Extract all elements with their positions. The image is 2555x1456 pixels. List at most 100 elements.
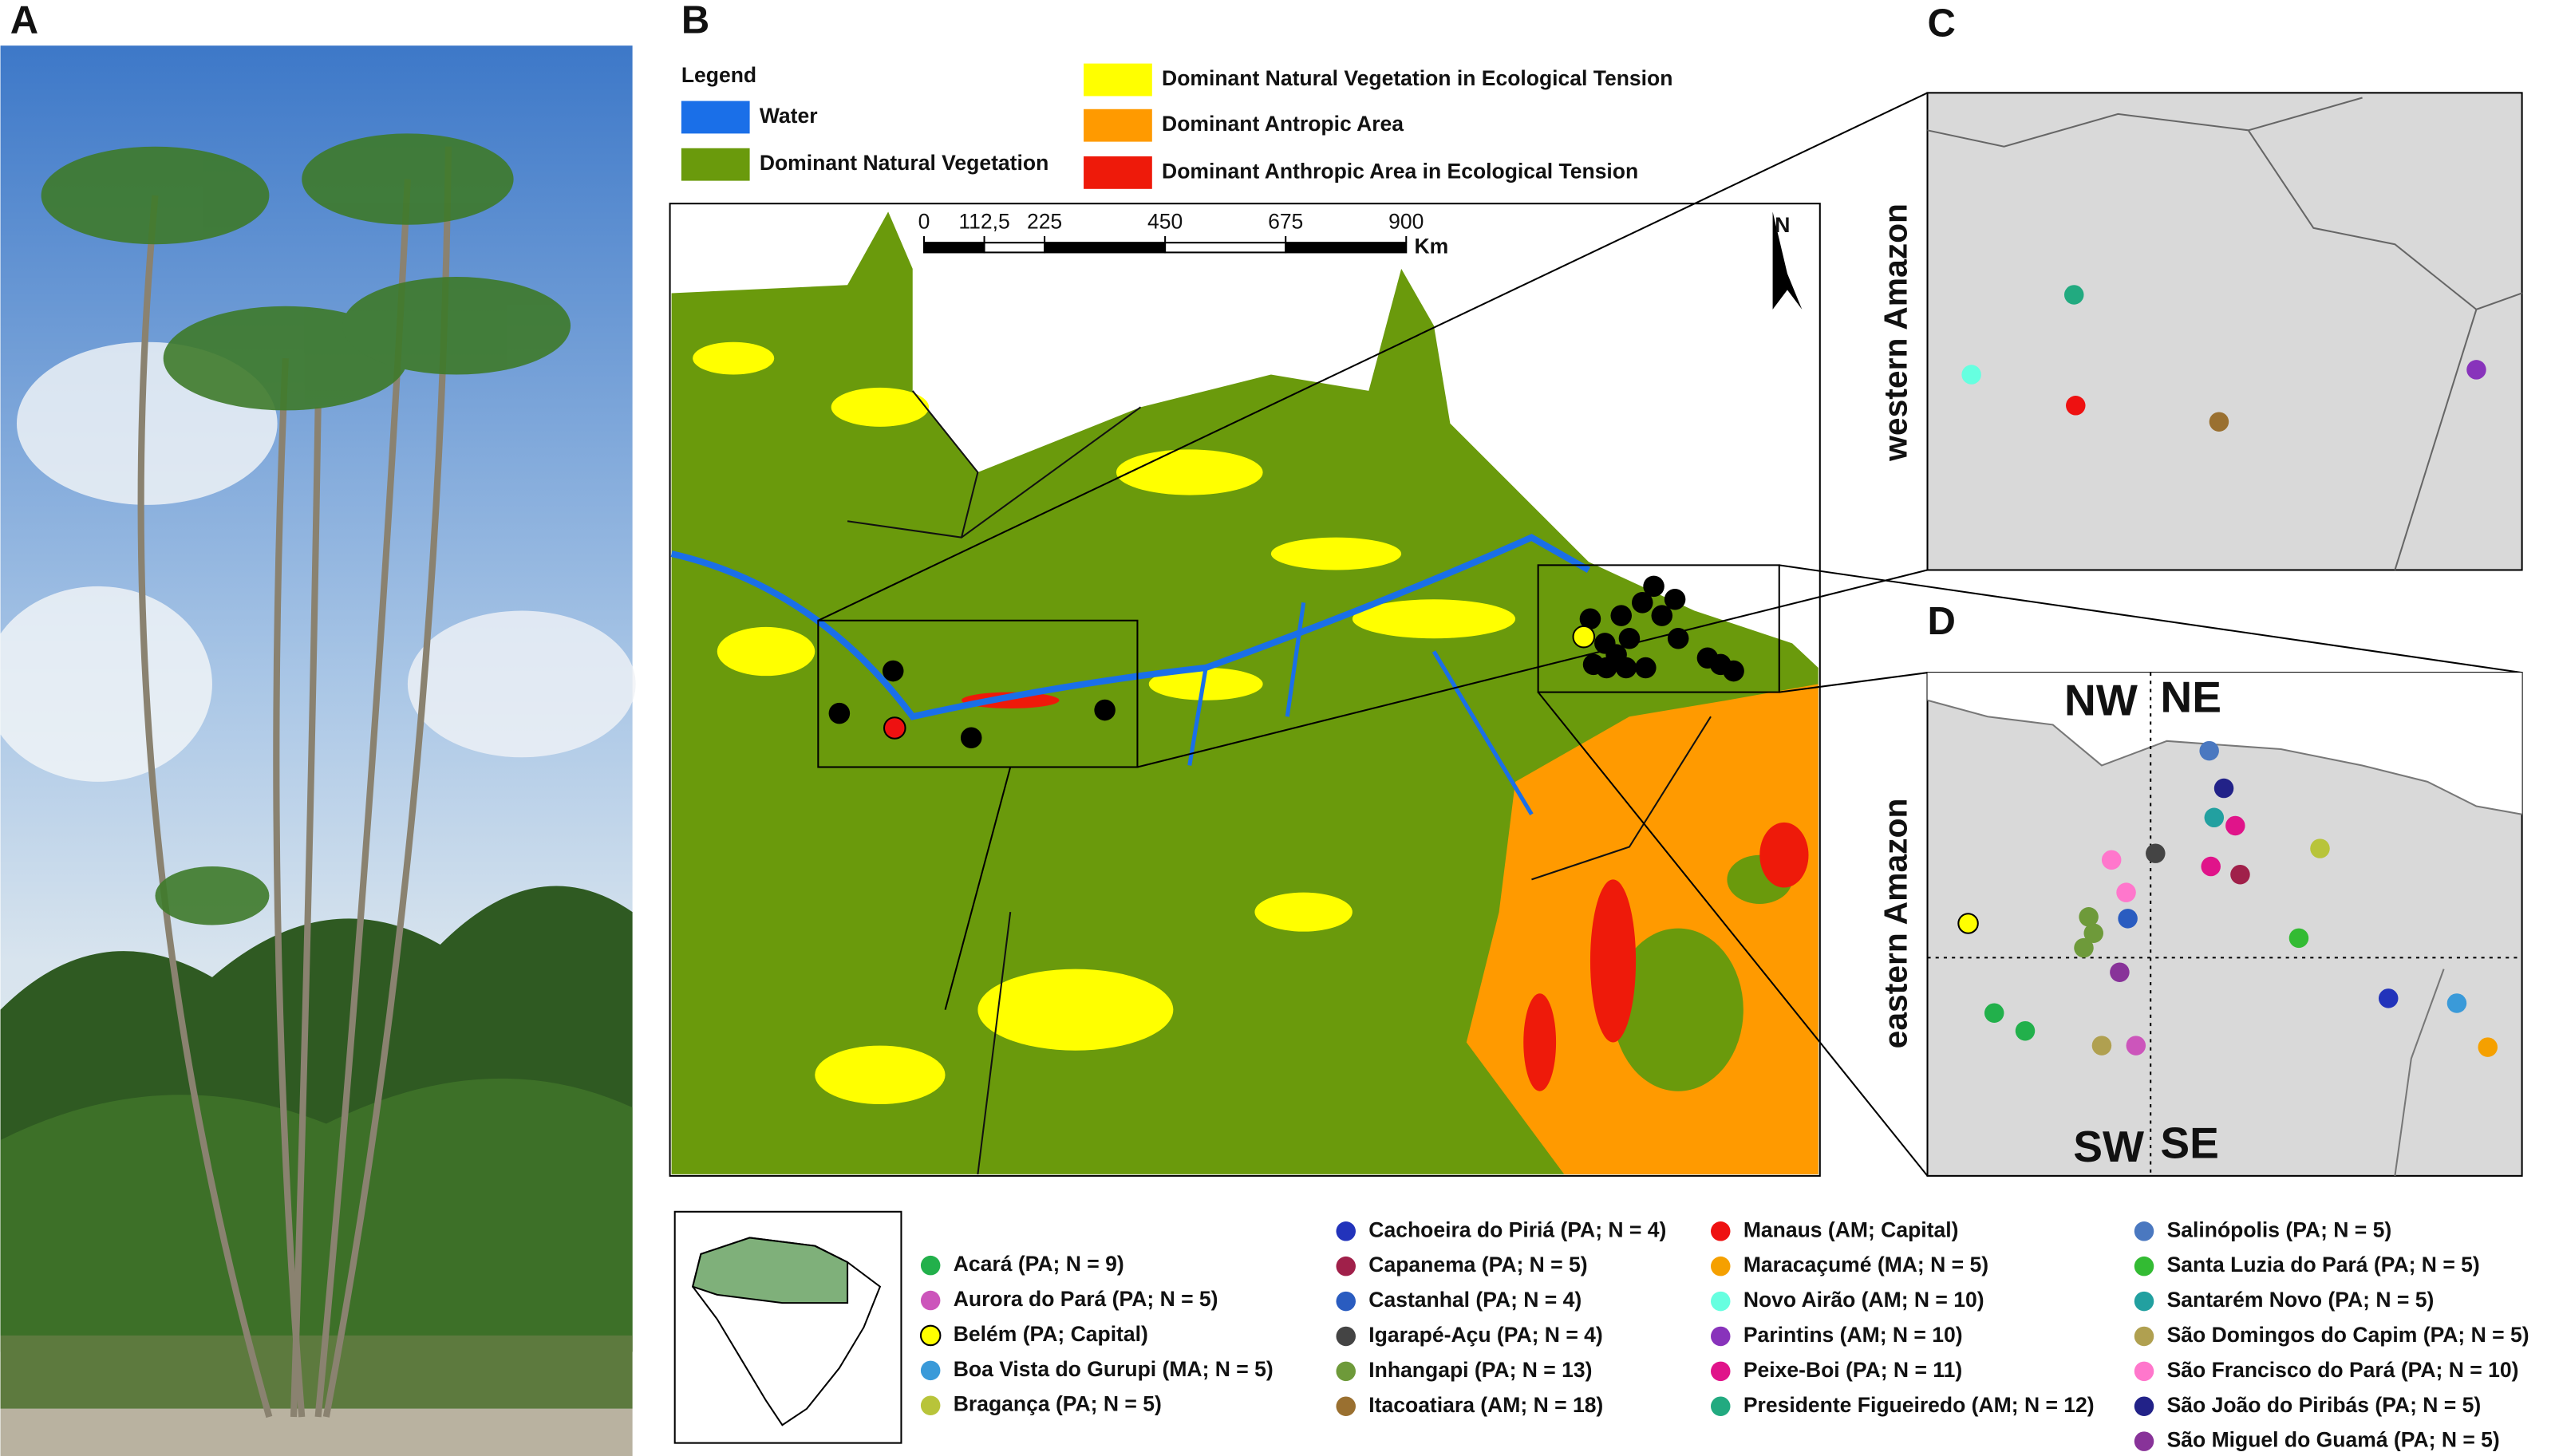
quadrant-label: SW: [2073, 1122, 2144, 1171]
panel-label: A: [10, 0, 38, 42]
panel-label: C: [1928, 2, 1956, 45]
site-swatch: [2134, 1221, 2154, 1241]
site-swatch: [1711, 1256, 1731, 1276]
legend-label: Dominant Natural Vegetation: [760, 151, 1048, 175]
site-dot: [2101, 850, 2122, 870]
site-dot: [2015, 1020, 2036, 1041]
site-dot: [2110, 962, 2130, 982]
site-label: Itacoatiara (AM; N = 18): [1368, 1393, 1603, 1417]
scale-label: 450: [1147, 210, 1183, 234]
site-swatch: [1711, 1221, 1731, 1241]
site-legend: Acará (PA; N = 9) Aurora do Pará (PA; N =…: [919, 1217, 2529, 1452]
site-dot: [2083, 923, 2103, 943]
site-dot: [882, 660, 904, 682]
site-dot: [2310, 838, 2330, 858]
site-dot: [2213, 778, 2234, 799]
site-label: Boa Vista do Gurupi (MA; N = 5): [954, 1357, 1274, 1381]
site-swatch: [1336, 1396, 1356, 1416]
site-label: Santarém Novo (PA; N = 5): [2167, 1288, 2435, 1312]
site-label: Presidente Figueiredo (AM; N = 12): [1743, 1393, 2095, 1417]
site-swatch: [2134, 1361, 2154, 1382]
site-label: Parintins (AM; N = 10): [1743, 1323, 1963, 1347]
site-dot: [1579, 608, 1601, 629]
site-dot: [2288, 928, 2309, 949]
site-label: Acará (PA; N = 9): [954, 1252, 1124, 1276]
legend-swatch: [1084, 156, 1152, 189]
site-dot: [1957, 913, 1979, 934]
site-label: Santa Luzia do Pará (PA; N = 5): [2167, 1253, 2480, 1276]
site-swatch: [920, 1255, 941, 1276]
legend-swatch: [681, 148, 750, 181]
site-dot: [1094, 699, 1116, 721]
site-dot: [2204, 807, 2225, 828]
site-dot: [1632, 592, 1653, 614]
panel-label: D: [1928, 600, 1956, 643]
panel-c-map: [1926, 92, 2523, 571]
site-dot: [828, 702, 851, 724]
legend-swatch: [681, 101, 750, 134]
zoom-lines: [817, 92, 2522, 1177]
photo: [0, 45, 636, 1456]
scale-segment: [1044, 242, 1167, 254]
site-label: Inhangapi (PA; N = 13): [1368, 1358, 1592, 1382]
site-swatch: [1711, 1291, 1731, 1312]
site-swatch: [2134, 1256, 2154, 1276]
panel-label: B: [681, 0, 709, 42]
site-label: Aurora do Pará (PA; N = 5): [954, 1287, 1218, 1311]
site-dot: [1664, 588, 1686, 610]
site-swatch: [2134, 1291, 2154, 1312]
site-label: Maracaçumé (MA; N = 5): [1743, 1253, 1988, 1276]
panel-d-label: eastern Amazon: [1878, 799, 1914, 1049]
quadrant-label: NW: [2064, 675, 2138, 724]
site-swatch: [1711, 1326, 1731, 1347]
site-dot: [2230, 864, 2250, 885]
site-dot: [2146, 843, 2166, 863]
site-swatch: [920, 1395, 941, 1415]
site-dot: [1984, 1003, 2004, 1023]
site-dot: [1643, 575, 1665, 598]
site-dot: [2478, 1037, 2498, 1057]
scale-segment: [922, 242, 985, 254]
map-legend: Water Dominant Natural Vegetation Dominant…: [681, 63, 1672, 189]
scale-label: 0: [918, 210, 930, 234]
site-dot: [2126, 1036, 2146, 1056]
legend-title: Legend: [681, 63, 756, 87]
site-dot: [1572, 625, 1596, 649]
site-label: Bragança (PA; N = 5): [954, 1392, 1162, 1416]
site-dot: [2466, 360, 2486, 380]
site-swatch: [2134, 1431, 2154, 1451]
locator-map: [673, 1210, 902, 1444]
site-label: São Miguel do Guamá (PA; N = 5): [2167, 1428, 2500, 1452]
scale-unit: Km: [1414, 234, 1448, 258]
site-dot: [2225, 815, 2245, 836]
site-label: Novo Airão (AM; N = 10): [1743, 1288, 1984, 1312]
site-label: Peixe-Boi (PA; N = 11): [1743, 1358, 1962, 1382]
scale-label: 112,5: [958, 210, 1009, 234]
site-dot: [2378, 988, 2399, 1008]
legend-label: Dominant Antropic Area: [1162, 112, 1404, 136]
site-dot: [2199, 740, 2219, 761]
site-swatch: [1711, 1396, 1731, 1416]
north-arrow-label: N: [1775, 213, 1790, 237]
site-dot: [1723, 660, 1744, 682]
site-label: Castanhal (PA; N = 4): [1368, 1288, 1582, 1312]
site-dot: [2209, 412, 2229, 432]
site-label: Belém (PA; Capital): [954, 1322, 1148, 1346]
site-label: São Domingos do Capim (PA; N = 5): [2167, 1323, 2529, 1347]
site-swatch: [1711, 1361, 1731, 1382]
site-swatch: [1336, 1361, 1356, 1382]
site-label: Salinópolis (PA; N = 5): [2167, 1217, 2392, 1241]
site-dot: [1610, 605, 1633, 626]
site-dot: [883, 716, 906, 740]
site-swatch: [1336, 1256, 1356, 1276]
site-label: Capanema (PA; N = 5): [1368, 1253, 1587, 1276]
legend-swatch: [1084, 109, 1152, 142]
site-label: Cachoeira do Piriá (PA; N = 4): [1368, 1217, 1666, 1241]
site-dot: [1596, 657, 1617, 679]
scale-label: 900: [1388, 210, 1424, 234]
panel-c-label: western Amazon: [1878, 203, 1914, 462]
map: [669, 203, 1821, 1177]
site-swatch: [2134, 1326, 2154, 1347]
site-dot: [2116, 882, 2136, 902]
